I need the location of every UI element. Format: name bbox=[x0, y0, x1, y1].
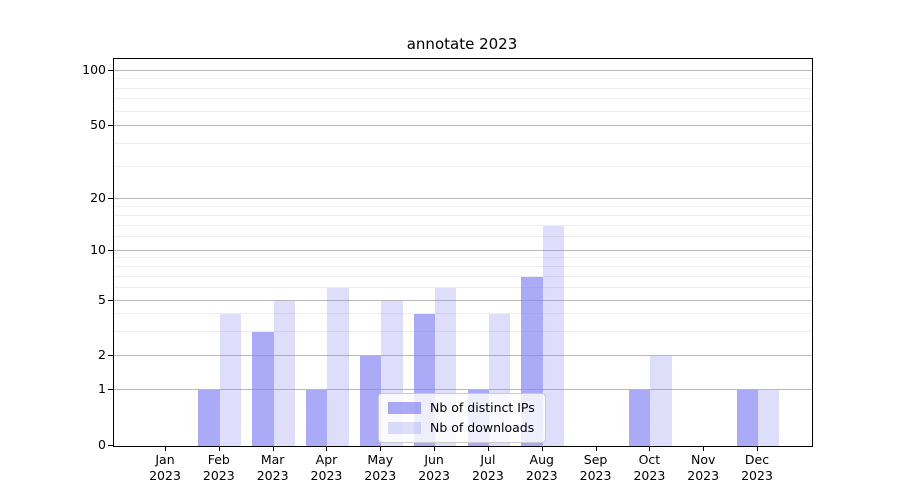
gridline-minor-9 bbox=[114, 257, 812, 259]
y-tick-label-50: 50 bbox=[90, 117, 106, 132]
bar-downloads-apr bbox=[327, 287, 349, 446]
x-tick-oct bbox=[649, 446, 651, 451]
x-tick-dec bbox=[757, 446, 759, 451]
x-tick-label-aug: Aug 2023 bbox=[525, 452, 558, 483]
gridline-minor-14 bbox=[114, 224, 812, 226]
legend-label-downloads: Nb of downloads bbox=[430, 420, 535, 435]
gridline-minor-18 bbox=[114, 205, 812, 207]
gridline-major-5 bbox=[114, 300, 812, 301]
gridline-minor-12 bbox=[114, 235, 812, 237]
gridline-minor-80 bbox=[114, 87, 812, 89]
y-tick-label-5: 5 bbox=[98, 292, 106, 307]
x-tick-nov bbox=[703, 446, 705, 451]
bar-downloads-feb bbox=[219, 314, 242, 446]
chart-title: annotate 2023 bbox=[406, 35, 518, 53]
bar-downloads-aug bbox=[542, 225, 565, 446]
gridline-minor-30 bbox=[114, 165, 812, 167]
y-tick-0 bbox=[108, 445, 113, 446]
y-tick-label-20: 20 bbox=[90, 190, 106, 205]
x-tick-jul bbox=[487, 446, 489, 451]
y-tick-1 bbox=[108, 389, 113, 390]
x-tick-label-oct: Oct 2023 bbox=[633, 452, 666, 483]
y-tick-20 bbox=[108, 198, 113, 199]
x-tick-apr bbox=[326, 446, 328, 451]
x-tick-label-jun: Jun 2023 bbox=[418, 452, 450, 483]
gridline-minor-6 bbox=[114, 286, 812, 288]
bar-downloads-dec bbox=[758, 390, 780, 446]
bar-downloads-mar bbox=[273, 301, 296, 446]
x-tick-label-mar: Mar 2023 bbox=[256, 452, 289, 483]
x-tick-jun bbox=[434, 446, 436, 451]
legend-swatch-distinct-ips bbox=[388, 402, 421, 414]
x-tick-mar bbox=[272, 446, 274, 451]
x-tick-label-nov: Nov 2023 bbox=[687, 452, 720, 483]
legend-item-distinct-ips: Nb of distinct IPs bbox=[388, 401, 536, 415]
legend: Nb of distinct IPs Nb of downloads bbox=[378, 393, 546, 443]
x-tick-label-sep: Sep 2023 bbox=[579, 452, 612, 483]
gridline-minor-40 bbox=[114, 142, 812, 144]
gridline-major-1 bbox=[114, 389, 812, 390]
x-tick-may bbox=[380, 446, 382, 451]
bar-distinct-ips-dec bbox=[736, 390, 758, 446]
plot-area: Nb of distinct IPs Nb of downloads bbox=[113, 58, 813, 447]
gridline-minor-3 bbox=[114, 330, 812, 332]
legend-swatch-downloads bbox=[388, 422, 421, 434]
bar-distinct-ips-mar bbox=[252, 331, 274, 446]
gridline-minor-4 bbox=[114, 313, 812, 315]
x-tick-feb bbox=[218, 446, 220, 451]
bar-distinct-ips-apr bbox=[306, 390, 328, 446]
gridline-major-10 bbox=[114, 249, 812, 251]
gridline-minor-7 bbox=[114, 275, 812, 277]
y-tick-2 bbox=[108, 355, 113, 356]
x-tick-jan bbox=[165, 446, 166, 451]
gridline-minor-16 bbox=[114, 214, 812, 216]
gridline-major-20 bbox=[114, 198, 812, 199]
legend-item-downloads: Nb of downloads bbox=[388, 421, 536, 435]
y-tick-100 bbox=[108, 70, 113, 71]
y-tick-label-0: 0 bbox=[98, 437, 106, 452]
x-tick-label-feb: Feb 2023 bbox=[202, 452, 235, 483]
y-tick-label-2: 2 bbox=[98, 347, 106, 362]
x-tick-label-apr: Apr 2023 bbox=[310, 452, 343, 483]
bar-distinct-ips-feb bbox=[198, 390, 220, 446]
y-tick-label-100: 100 bbox=[82, 62, 106, 77]
x-tick-label-may: May 2023 bbox=[364, 452, 397, 483]
gridline-minor-60 bbox=[114, 110, 812, 112]
y-tick-10 bbox=[108, 249, 113, 251]
y-tick-label-10: 10 bbox=[90, 241, 106, 257]
y-tick-5 bbox=[108, 300, 113, 301]
bar-distinct-ips-may bbox=[359, 356, 382, 446]
x-tick-label-dec: Dec 2023 bbox=[741, 452, 773, 483]
bar-distinct-ips-oct bbox=[628, 390, 651, 446]
bar-downloads-oct bbox=[650, 356, 672, 446]
x-tick-label-jan: Jan 2023 bbox=[149, 452, 181, 483]
gridline-minor-70 bbox=[114, 98, 812, 100]
gridline-major-50 bbox=[114, 125, 812, 126]
legend-label-distinct-ips: Nb of distinct IPs bbox=[430, 400, 535, 415]
x-tick-sep bbox=[595, 446, 597, 451]
y-tick-50 bbox=[108, 125, 113, 126]
gridline-minor-90 bbox=[114, 78, 812, 80]
gridline-major-100 bbox=[114, 70, 812, 71]
gridline-major-2 bbox=[114, 355, 812, 356]
gridline-minor-8 bbox=[114, 265, 812, 267]
x-tick-aug bbox=[541, 446, 543, 451]
x-tick-label-jul: Jul 2023 bbox=[472, 452, 504, 483]
y-tick-label-1: 1 bbox=[98, 381, 106, 396]
